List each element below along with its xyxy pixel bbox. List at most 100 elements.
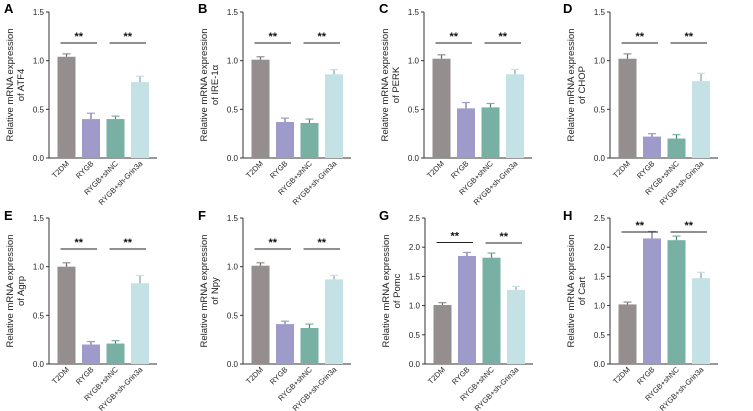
y-tick-label: 2.5	[409, 214, 421, 223]
y-tick-label: 0.0	[227, 360, 239, 369]
y-axis-title-line: Relative mRNA expression	[566, 29, 577, 142]
bar-RYGB+sh-Grin3a	[692, 278, 710, 364]
significance-label: **	[449, 31, 458, 43]
y-axis-title: Relative mRNA expressionof PERK	[380, 29, 402, 142]
bar-RYGB+sh-Grin3a	[131, 82, 149, 158]
y-tick-label: 0.0	[33, 154, 45, 163]
significance-label: **	[317, 31, 326, 43]
y-axis-title-line: Relative mRNA expression	[5, 29, 16, 142]
bar-RYGB+shNC	[300, 327, 319, 364]
y-tick-label: 1.0	[227, 57, 239, 66]
bar-RYGB	[82, 344, 100, 364]
y-tick-label: 1.0	[227, 263, 239, 272]
bar-RYGB+sh-Grin3a	[131, 283, 149, 364]
y-tick-label: 1.0	[33, 57, 45, 66]
x-tick-label: T2DM	[50, 365, 71, 386]
significance-label: **	[268, 31, 277, 43]
bar-T2DM	[618, 304, 637, 364]
significance-label: **	[684, 31, 693, 43]
panel-label: C	[379, 1, 389, 16]
panel-label: A	[4, 1, 14, 16]
bar-RYGB+sh-Grin3a	[507, 289, 525, 364]
y-tick-label: 1.0	[33, 263, 45, 272]
y-axis-title: Relative mRNA expressionof CHOP	[566, 29, 588, 142]
significance-label: **	[499, 231, 508, 243]
panel-label: G	[379, 208, 389, 223]
x-tick-label: RYGB	[74, 365, 95, 386]
bar-RYGB+shNC	[482, 257, 501, 364]
significance-label: **	[498, 31, 507, 43]
panel-A: A Relative mRNA expressionof ATF4 0.0 0.5 1.…	[4, 1, 157, 207]
panel-H: H Relative mRNA expressionof Cart 0.0 0.5 1.…	[563, 208, 718, 411]
y-axis-title-line: of Cart	[577, 276, 588, 305]
significance-label: **	[635, 31, 644, 43]
y-axis-title-line: Relative mRNA expression	[199, 235, 210, 348]
bar-RYGB+shNC	[300, 122, 319, 158]
y-tick-label: 0.0	[408, 154, 420, 163]
bar-T2DM	[57, 266, 76, 364]
y-tick-label: 0.5	[409, 331, 421, 340]
significance-label: **	[684, 220, 693, 232]
panel-label: B	[198, 1, 207, 16]
y-axis-title-line: Relative mRNA expression	[380, 29, 391, 142]
bar-RYGB+sh-Grin3a	[506, 74, 524, 158]
bar-T2DM	[251, 265, 270, 364]
y-tick-label: 0.5	[227, 311, 239, 320]
y-axis-title: Relative mRNA expressionof Pomc	[381, 235, 403, 348]
x-tick-label: RYGB+sh-Grin3a	[291, 158, 339, 206]
significance-label: **	[268, 237, 277, 249]
bar-T2DM	[432, 58, 451, 158]
x-tick-label: RYGB	[635, 159, 656, 180]
y-tick-label: 1.5	[227, 214, 239, 223]
y-axis-title-line: Relative mRNA expression	[199, 29, 210, 142]
y-axis-title: Relative mRNA expressionof ATF4	[5, 29, 27, 142]
bar-RYGB	[82, 119, 100, 158]
y-tick-label: 2.0	[594, 243, 606, 252]
y-axis-title: Relative mRNA expressionof Cart	[566, 235, 588, 348]
y-tick-label: 1.5	[594, 272, 606, 281]
y-axis-title-line: of PERK	[391, 66, 402, 103]
x-tick-label: RYGB	[268, 159, 289, 180]
significance-label: **	[635, 220, 644, 232]
y-tick-label: 2.0	[409, 243, 421, 252]
bar-RYGB+shNC	[106, 119, 125, 158]
panel-E: E Relative mRNA expressionof Agrp 0.0 0.5 1.…	[4, 208, 157, 411]
y-tick-label: 0.0	[409, 360, 421, 369]
x-tick-label: RYGB	[449, 159, 470, 180]
bar-RYGB+shNC	[481, 107, 500, 158]
y-axis-title-line: Relative mRNA expression	[381, 235, 392, 348]
y-tick-label: 0.0	[33, 360, 45, 369]
significance-label: **	[123, 31, 132, 43]
y-tick-label: 1.5	[594, 8, 606, 17]
bar-T2DM	[433, 305, 452, 364]
significance-label: **	[123, 237, 132, 249]
x-tick-label: RYGB+sh-Grin3a	[473, 364, 521, 411]
bar-RYGB+shNC	[667, 138, 686, 158]
bar-RYGB	[458, 255, 476, 364]
x-tick-label: RYGB+sh-Grin3a	[658, 158, 706, 206]
x-tick-label: T2DM	[611, 365, 632, 386]
x-tick-label: T2DM	[244, 159, 265, 180]
x-tick-label: RYGB	[74, 159, 95, 180]
y-axis-title-line: Relative mRNA expression	[566, 235, 577, 348]
significance-label: **	[74, 31, 83, 43]
x-tick-label: RYGB	[268, 365, 289, 386]
panel-label: E	[4, 208, 13, 223]
x-tick-label: T2DM	[611, 159, 632, 180]
bar-RYGB+sh-Grin3a	[325, 74, 343, 158]
y-axis-title-line: of Agrp	[16, 276, 27, 306]
x-tick-label: RYGB+sh-Grin3a	[472, 158, 520, 206]
y-tick-label: 1.0	[594, 302, 606, 311]
y-axis-title-line: of CHOP	[577, 66, 588, 104]
y-axis-title: Relative mRNA expressionof Npy	[199, 235, 221, 348]
x-tick-label: RYGB+sh-Grin3a	[97, 364, 145, 411]
bar-RYGB	[276, 121, 294, 158]
significance-label: **	[450, 230, 459, 242]
y-axis-title-line: of Pomc	[392, 273, 403, 308]
panel-G: G Relative mRNA expressionof Pomc 0.0 0.5 1.…	[379, 208, 533, 411]
y-axis-title-line: of ATF4	[16, 69, 27, 102]
x-tick-label: T2DM	[426, 365, 447, 386]
y-tick-label: 0.0	[594, 360, 606, 369]
y-tick-label: 1.0	[408, 57, 420, 66]
bar-T2DM	[618, 58, 637, 158]
